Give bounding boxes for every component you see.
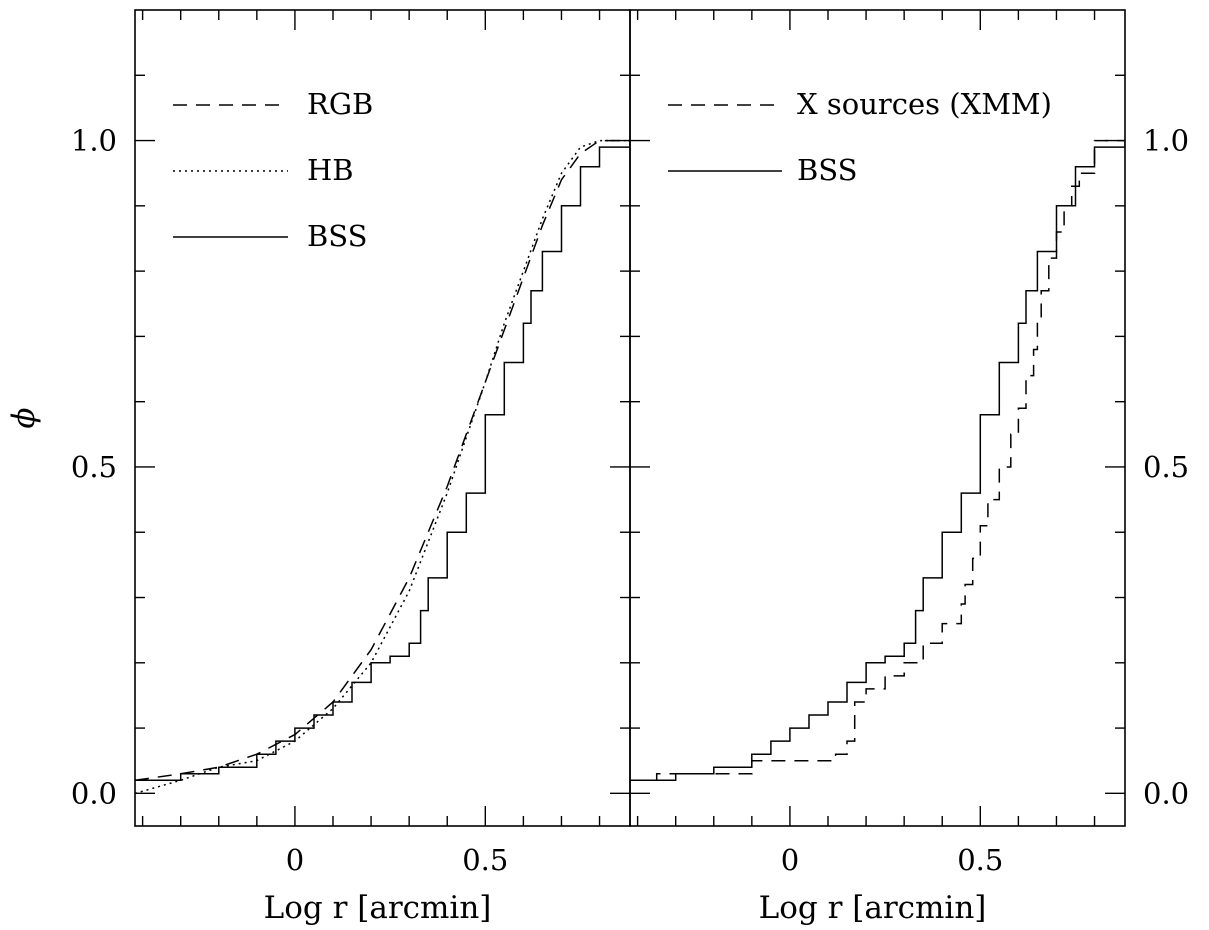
plot-frame: [629, 9, 1126, 827]
y-tick-label: 0.5: [1143, 450, 1189, 484]
y-tick-label: 1.0: [1143, 124, 1189, 158]
legend-label: X sources (XMM): [797, 87, 1052, 121]
x-tick-label: 0: [781, 843, 799, 877]
series-line-bss: [135, 140, 630, 782]
legend-label: RGB: [307, 87, 373, 121]
left-panel: 0 0.5 0.0 0.5 1.0 Log r [arcmin] ϕ RGB HB BSS: [6, 9, 631, 926]
legend-label: BSS: [307, 219, 368, 253]
x-axis-label: Log r [arcmin]: [264, 890, 492, 926]
series-line-bss: [630, 140, 1125, 782]
plot-frame: [134, 9, 631, 827]
series-line-hb: [135, 139, 630, 795]
series-line-x-sources-xmm: [630, 139, 1125, 782]
y-tick-label: 1.0: [71, 124, 117, 158]
y-tick-label: 0.5: [71, 450, 117, 484]
x-tick-label: 0: [286, 843, 304, 877]
x-tick-label: 0.5: [462, 843, 508, 877]
legend-label: HB: [307, 153, 354, 187]
y-tick-label: 0.0: [71, 776, 117, 810]
y-tick-label: 0.0: [1143, 776, 1189, 810]
legend-label: BSS: [797, 153, 858, 187]
series-line-rgb: [135, 139, 630, 782]
right-panel: 0 0.5 0.0 0.5 1.0 Log r [arcmin] X sources (XM…: [629, 9, 1189, 926]
x-axis-label: Log r [arcmin]: [759, 890, 987, 926]
y-axis-label: ϕ: [6, 407, 42, 428]
x-tick-label: 0.5: [957, 843, 1003, 877]
